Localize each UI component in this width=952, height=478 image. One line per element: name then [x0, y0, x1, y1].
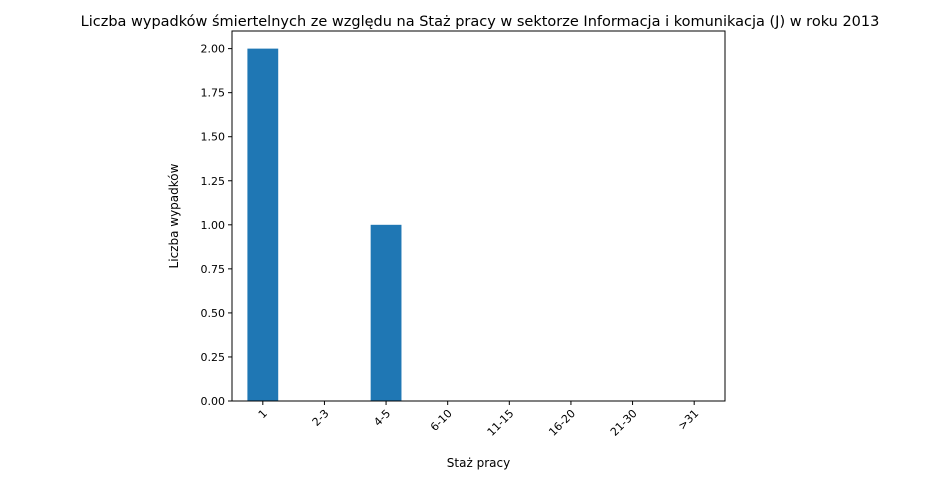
bars-group	[247, 48, 402, 401]
y-axis: 0.00 0.25 0.50 0.75 1.00 1.25 1.50 1.75 2.00	[201, 43, 232, 408]
y-tick-label: 0.00	[201, 395, 226, 408]
y-tick-label: 0.75	[201, 263, 226, 276]
y-tick-label: 0.50	[201, 307, 226, 320]
bar-4-5	[370, 224, 402, 401]
x-tick-label: 16-20	[546, 407, 578, 439]
x-axis: 1 2-3 4-5 6-10 11-15 16-20 21-30 >31	[256, 401, 702, 439]
chart-title: Liczba wypadków śmiertelnych ze względu …	[81, 14, 880, 30]
x-tick-label: 2-3	[310, 407, 332, 429]
bar-1	[247, 48, 279, 401]
y-tick-label: 1.75	[201, 87, 226, 100]
y-tick-label: 0.25	[201, 351, 226, 364]
y-tick-label: 1.00	[201, 219, 226, 232]
x-tick-label: 6-10	[428, 407, 455, 434]
x-tick-label: 4-5	[371, 407, 393, 429]
x-axis-label: Staż pracy	[447, 456, 510, 470]
y-tick-label: 1.50	[201, 131, 226, 144]
x-tick-label: 21-30	[608, 407, 640, 439]
x-tick-label: 11-15	[485, 407, 517, 439]
x-tick-label: >31	[676, 407, 702, 433]
x-tick-label: 1	[256, 407, 270, 421]
plot-frame	[231, 30, 726, 402]
y-axis-label: Liczba wypadków	[167, 163, 181, 268]
y-tick-label: 2.00	[201, 43, 226, 56]
y-tick-label: 1.25	[201, 175, 226, 188]
